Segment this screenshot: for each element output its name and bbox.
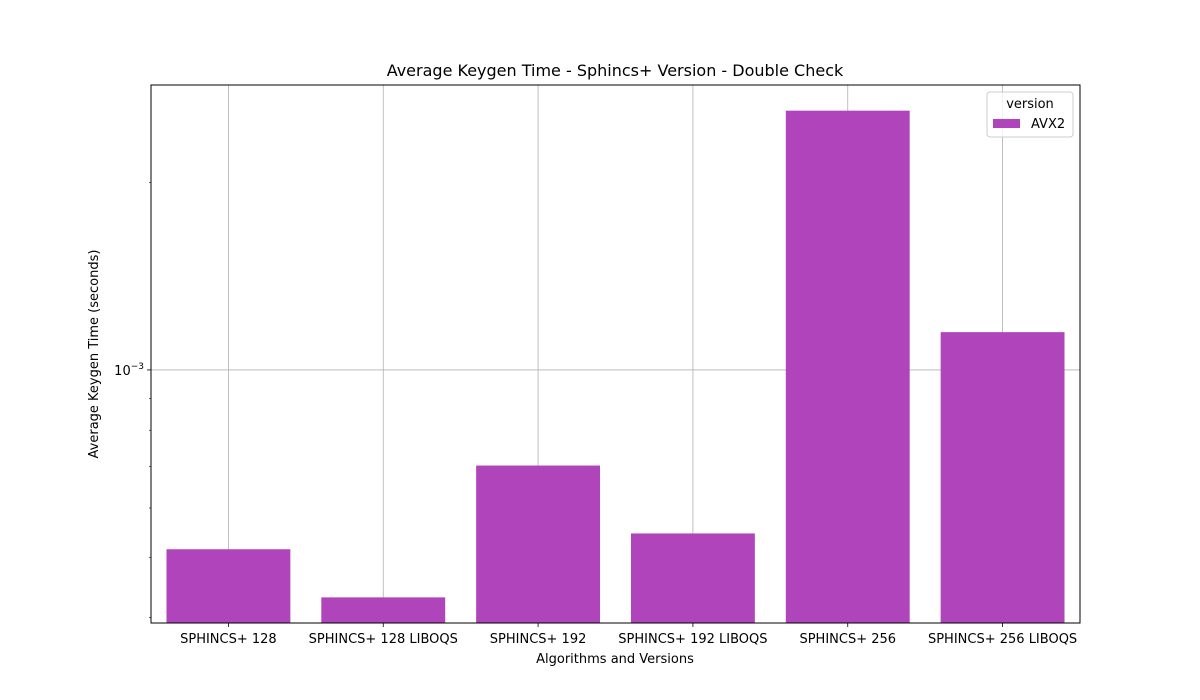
bar <box>630 533 755 623</box>
x-tick-label: SPHINCS+ 256 <box>799 632 896 647</box>
x-tick-label: SPHINCS+ 192 <box>490 632 587 647</box>
bar <box>476 465 601 623</box>
legend-entry-label: AVX2 <box>1031 117 1065 132</box>
x-tick-label: SPHINCS+ 128 LIBOQS <box>309 632 458 647</box>
y-tick-label: 10−3 <box>114 362 144 379</box>
y-axis-label: Average Keygen Time (seconds) <box>87 250 102 459</box>
bar <box>166 549 291 623</box>
bar <box>785 110 910 623</box>
x-tick-label: SPHINCS+ 192 LIBOQS <box>618 632 767 647</box>
x-tick-label: SPHINCS+ 256 LIBOQS <box>928 632 1077 647</box>
bar <box>940 332 1065 623</box>
ticks: SPHINCS+ 128 SPHINCS+ 128 LIBOQS SPHINCS+ … <box>114 182 1077 647</box>
legend-swatch <box>993 119 1020 128</box>
legend: version AVX2 <box>986 91 1074 138</box>
bars <box>166 110 1065 623</box>
chart-title: Average Keygen Time - Sphincs+ Version -… <box>387 61 844 80</box>
x-tick-label: SPHINCS+ 128 <box>180 632 277 647</box>
plot-frame <box>150 84 1081 624</box>
bar <box>321 597 446 623</box>
legend-title: version <box>1006 97 1054 112</box>
x-axis-label: Algorithms and Versions <box>536 652 694 667</box>
